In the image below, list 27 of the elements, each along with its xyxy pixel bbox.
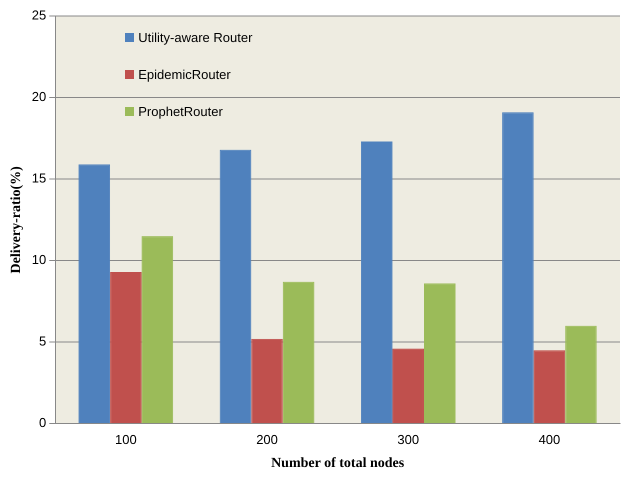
bar: [392, 348, 424, 424]
y-axis-title: Delivery-ratio(%): [9, 166, 24, 274]
bar: [282, 282, 314, 424]
legend-label: Utility-aware Router: [138, 30, 252, 44]
bar: [502, 112, 534, 424]
y-tick-label: 15: [32, 170, 46, 186]
bar: [251, 338, 283, 424]
legend-label: ProphetRouter: [138, 104, 223, 118]
bar: [110, 272, 142, 424]
bar: [534, 350, 566, 424]
y-tick-label: 20: [32, 89, 46, 104]
x-axis-title: Number of total nodes: [271, 456, 405, 472]
x-tick-label: 400: [538, 432, 560, 447]
bar: [360, 142, 392, 424]
bar: [220, 150, 252, 424]
y-tick-label: 10: [32, 252, 46, 268]
legend-label: EpidemicRouter: [138, 66, 231, 82]
x-tick-label: 300: [397, 432, 420, 447]
x-tick-label: 100: [115, 432, 137, 447]
y-tick-label: 25: [32, 8, 46, 23]
x-tick-label: 200: [256, 432, 278, 447]
bar: [424, 283, 456, 424]
bar: [78, 164, 110, 424]
bar: [142, 236, 174, 424]
bar: [565, 326, 597, 424]
y-tick-label: 5: [39, 334, 46, 349]
y-tick-label: 0: [39, 415, 46, 430]
